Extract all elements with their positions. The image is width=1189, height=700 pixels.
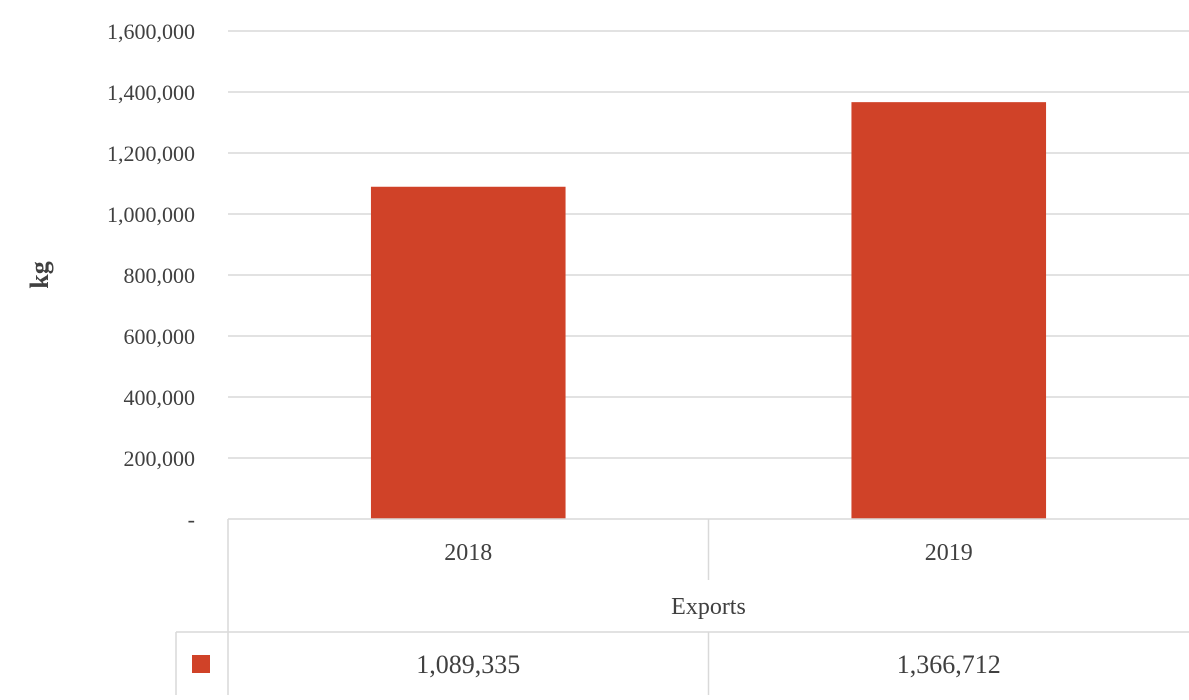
table-value-2019: 1,366,712 xyxy=(897,650,1001,679)
y-tick-label: - xyxy=(188,507,195,532)
category-label-2018: 2018 xyxy=(444,540,492,566)
y-tick-label: 600,000 xyxy=(124,324,196,349)
y-tick-label: 1,000,000 xyxy=(107,202,195,227)
y-axis-ticks: - 200,000 400,000 600,000 800,000 1,000,000 1,… xyxy=(107,19,195,532)
group-label-exports: Exports xyxy=(671,594,746,620)
y-tick-label: 1,400,000 xyxy=(107,80,195,105)
y-tick-label: 1,200,000 xyxy=(107,141,195,166)
y-tick-label: 400,000 xyxy=(124,385,196,410)
bar-2019 xyxy=(851,102,1047,520)
y-tick-label: 200,000 xyxy=(124,446,196,471)
data-table: 2018 2019 Exports 1,089,335 1,366,712 xyxy=(175,518,1189,695)
bar-2018 xyxy=(370,186,566,520)
bars xyxy=(370,102,1047,520)
y-axis-title: kg xyxy=(25,261,54,288)
y-tick-label: 800,000 xyxy=(124,263,196,288)
legend-key-swatch xyxy=(192,655,210,673)
table-value-2018: 1,089,335 xyxy=(416,650,520,679)
y-tick-label: 1,600,000 xyxy=(107,19,195,44)
category-label-2019: 2019 xyxy=(925,540,973,566)
